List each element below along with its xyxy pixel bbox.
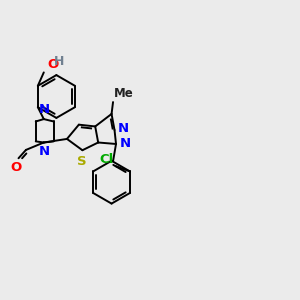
Text: S: S (77, 155, 87, 168)
Text: O: O (10, 160, 21, 174)
Text: N: N (38, 103, 50, 116)
Text: N: N (38, 145, 50, 158)
Text: H: H (54, 55, 64, 68)
Text: N: N (120, 137, 131, 151)
Text: Cl: Cl (99, 152, 113, 166)
Text: N: N (118, 122, 129, 135)
Text: O: O (47, 58, 58, 70)
Text: Me: Me (114, 87, 134, 100)
